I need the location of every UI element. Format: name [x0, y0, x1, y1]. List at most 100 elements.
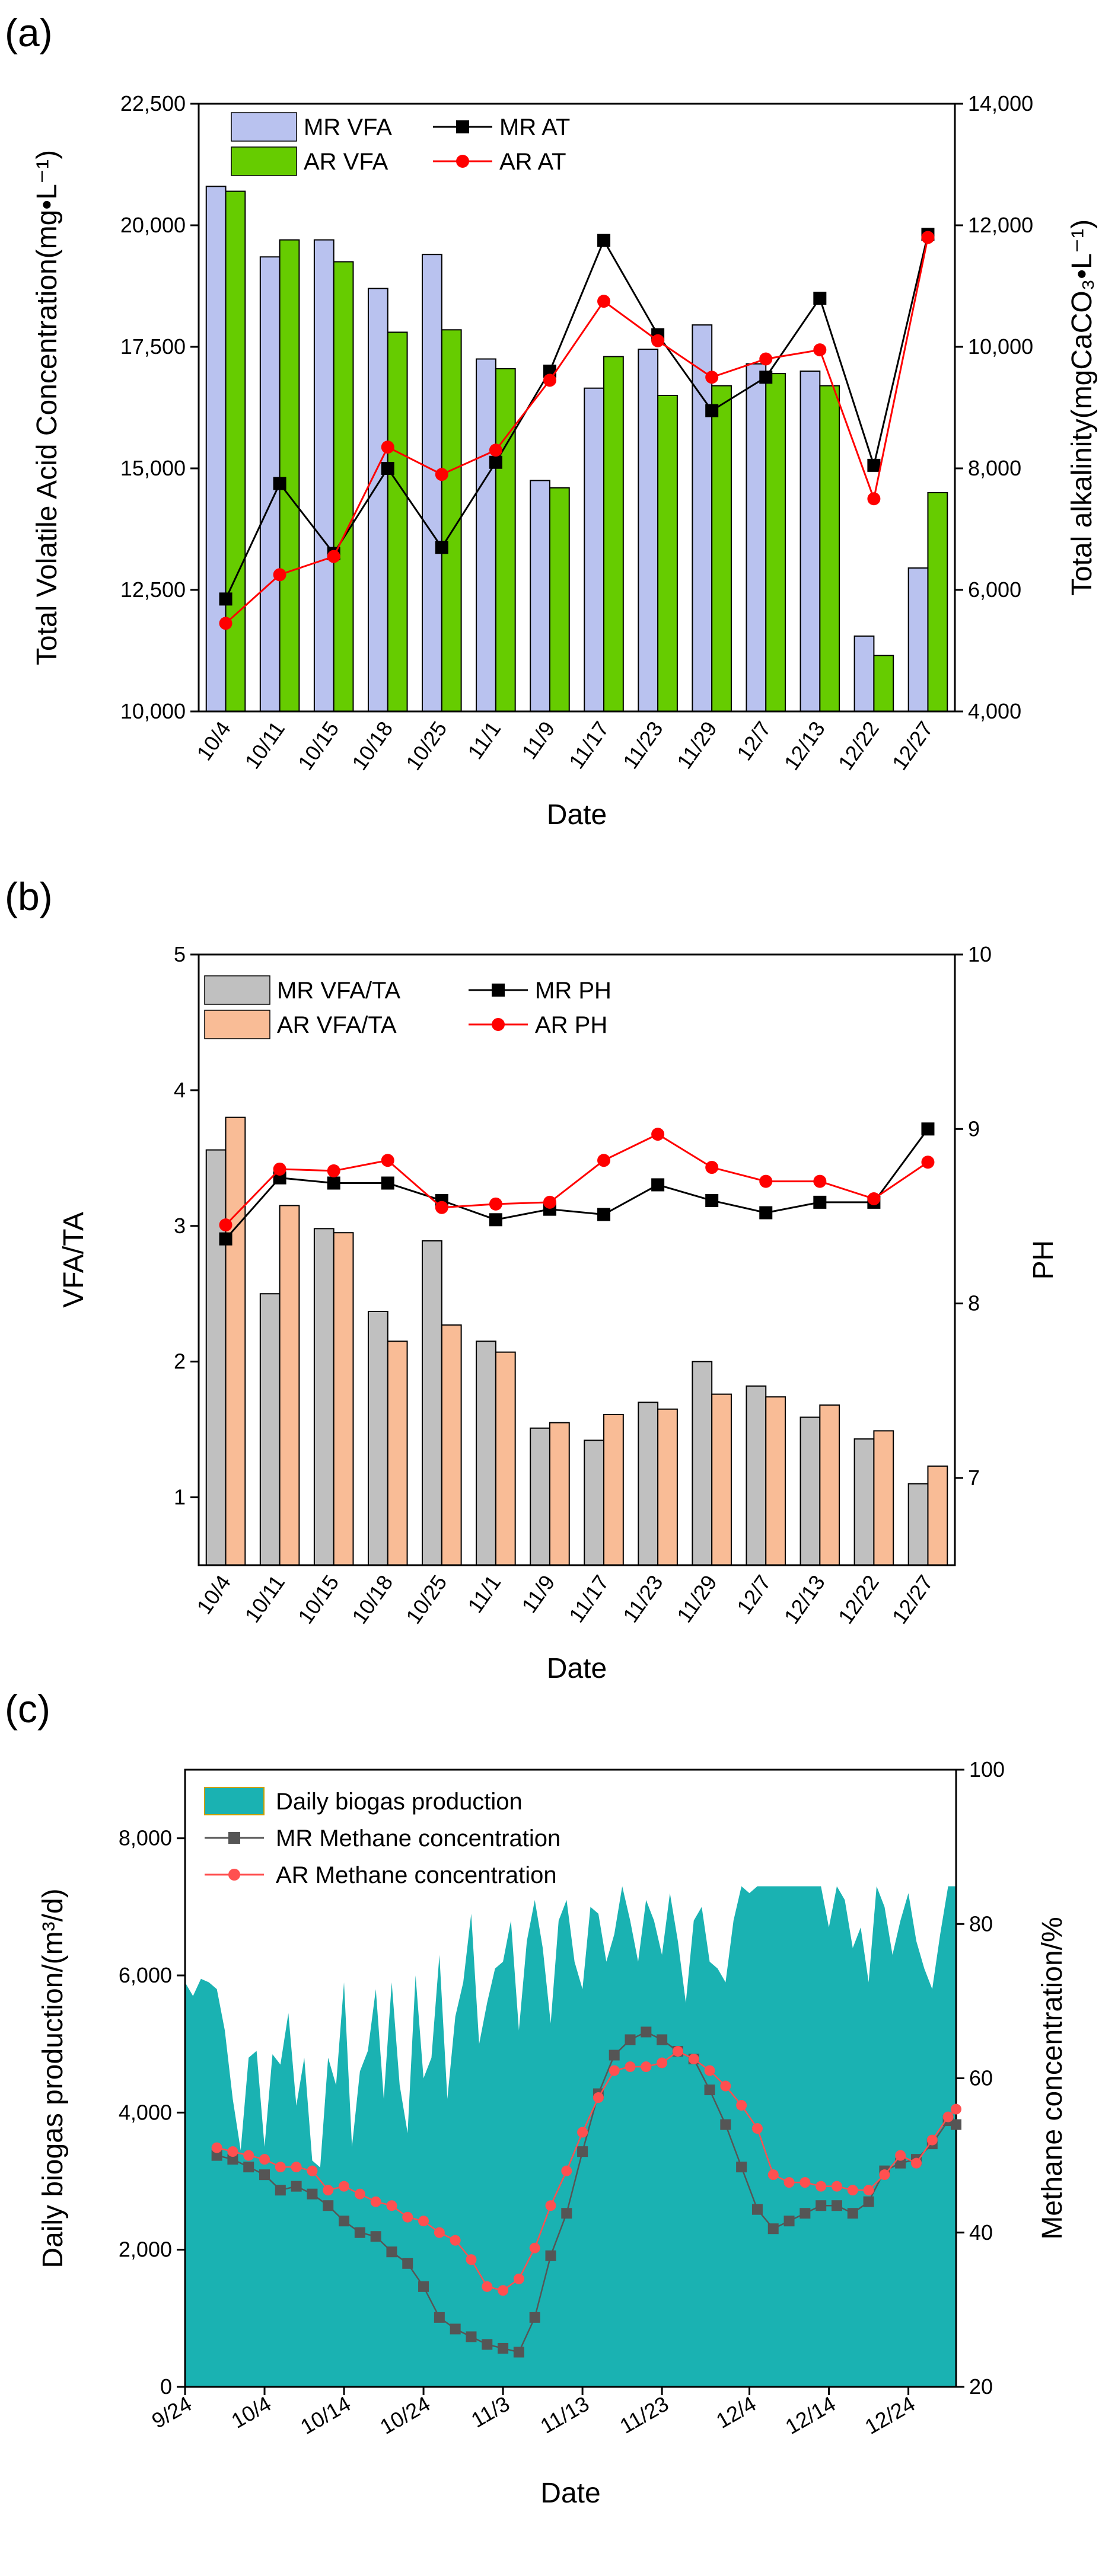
point-mr-at: [813, 292, 827, 305]
x-tick-label: 10/18: [347, 717, 397, 774]
x-tick-label: 10/15: [293, 1571, 343, 1628]
point-mr-methane-concentration: [816, 2200, 827, 2211]
point-ar-methane-concentration: [910, 2157, 922, 2169]
point-ar-methane-concentration: [339, 2181, 350, 2192]
point-ar-ph: [813, 1174, 827, 1188]
y-axis-label: VFA/TA: [58, 1212, 90, 1308]
bar-mr-vfa: [800, 371, 821, 712]
legend-label: AR Methane concentration: [276, 1862, 557, 1888]
legend-label: AR AT: [499, 149, 566, 175]
x-tick-label: 10/4: [227, 2391, 275, 2433]
legend-label: MR PH: [535, 978, 611, 1004]
point-ar-methane-concentration: [657, 2057, 668, 2069]
bar-mr-vfa-ta: [313, 1228, 335, 1566]
y2-tick-label: 9: [968, 1116, 980, 1141]
y2-axis-label: PH: [1028, 1240, 1059, 1280]
x-tick-label: 12/22: [833, 717, 884, 774]
x-tick-label: 12/4: [712, 2391, 760, 2433]
point-ar-at: [651, 334, 665, 347]
x-tick-label: 11/9: [517, 1571, 559, 1617]
point-ar-ph: [543, 1195, 556, 1209]
y-axis-label: Total Volatile Acid Concentration(mg•L⁻¹…: [31, 150, 63, 665]
point-ar-ph: [597, 1154, 611, 1167]
y-tick-label: 17,500: [120, 334, 186, 359]
bar-ar-vfa-ta: [819, 1404, 840, 1566]
bar-mr-vfa-ta: [422, 1240, 442, 1566]
point-mr-methane-concentration: [211, 2150, 222, 2161]
y-tick-label: 22,500: [120, 91, 186, 116]
point-ar-ph: [921, 1155, 935, 1169]
point-mr-methane-concentration: [370, 2231, 381, 2242]
legend-marker: [492, 1018, 505, 1031]
point-mr-methane-concentration: [609, 2050, 620, 2061]
y-tick-label: 0: [160, 2374, 172, 2399]
bar-ar-vfa-ta: [873, 1430, 894, 1566]
point-ar-at: [489, 443, 502, 457]
y2-tick-label: 10,000: [968, 334, 1033, 359]
point-ar-at: [327, 550, 340, 563]
panel-c: 0 2,000 4,000 6,000 8,000 20 40 60 80 100 9/24 10/4…: [5, 1687, 1068, 2509]
point-mr-methane-concentration: [434, 2312, 445, 2323]
point-ar-methane-concentration: [593, 2092, 604, 2103]
point-ar-ph: [327, 1164, 340, 1177]
x-tick-label: 12/14: [781, 2391, 840, 2439]
point-ar-methane-concentration: [450, 2235, 461, 2246]
point-mr-methane-concentration: [482, 2339, 493, 2350]
point-mr-at: [219, 592, 232, 606]
point-ar-at: [543, 374, 556, 387]
x-tick-label: 12/27: [887, 1571, 938, 1628]
bar-mr-vfa-ta: [638, 1402, 659, 1566]
point-mr-methane-concentration: [847, 2208, 858, 2219]
bar-mr-vfa: [853, 635, 875, 713]
bar-mr-vfa: [313, 239, 335, 713]
x-tick-label: 12/22: [833, 1571, 884, 1628]
bar-mr-vfa: [476, 358, 496, 712]
x-axis-label: Date: [547, 1653, 607, 1684]
point-ar-methane-concentration: [291, 2162, 302, 2173]
point-mr-methane-concentration: [227, 2154, 238, 2165]
point-mr-methane-concentration: [657, 2034, 668, 2045]
point-ar-methane-concentration: [783, 2177, 795, 2188]
point-ar-methane-concentration: [704, 2065, 715, 2076]
point-ar-at: [597, 295, 611, 308]
bar-ar-vfa: [873, 655, 894, 712]
point-ar-methane-concentration: [641, 2061, 652, 2072]
point-mr-methane-concentration: [625, 2034, 636, 2045]
point-ar-methane-concentration: [767, 2169, 779, 2181]
y-tick-label: 6,000: [119, 1963, 172, 1987]
bar-mr-vfa-ta: [800, 1416, 821, 1566]
legend-swatch: [204, 975, 270, 1005]
x-tick-label: 11/3: [467, 2391, 514, 2432]
legend-label: AR VFA/TA: [277, 1012, 397, 1038]
point-ar-at: [759, 352, 773, 366]
y2-tick-label: 100: [969, 1757, 1005, 1782]
y2-axis-label: Total alkalinity(mgCaCO₃•L⁻¹): [1066, 219, 1098, 596]
point-ar-methane-concentration: [307, 2165, 318, 2176]
bar-mr-vfa: [638, 349, 659, 712]
point-ar-at: [219, 617, 232, 630]
x-tick-label: 11/17: [564, 717, 614, 773]
bar-ar-vfa: [225, 190, 246, 713]
point-ar-at: [705, 371, 719, 384]
panel-label: (c): [5, 1687, 50, 1731]
plot-frame: [198, 953, 956, 1566]
point-mr-methane-concentration: [498, 2342, 509, 2354]
point-ar-methane-concentration: [275, 2162, 286, 2173]
point-mr-ph: [759, 1206, 773, 1220]
bar-mr-vfa-ta: [746, 1385, 767, 1566]
point-mr-methane-concentration: [720, 2119, 731, 2130]
y-tick-label: 20,000: [120, 213, 186, 237]
point-mr-at: [435, 541, 448, 554]
point-mr-methane-concentration: [323, 2200, 334, 2211]
point-ar-methane-concentration: [466, 2254, 477, 2265]
x-tick-label: 9/24: [148, 2391, 196, 2433]
point-mr-methane-concentration: [386, 2246, 397, 2258]
legend-label: AR VFA: [304, 149, 388, 175]
bar-ar-vfa: [819, 385, 840, 712]
bar-ar-vfa-ta: [711, 1393, 732, 1566]
point-mr-ph: [813, 1195, 827, 1209]
bar-mr-vfa-ta: [584, 1439, 605, 1566]
point-ar-ph: [867, 1192, 881, 1205]
bar-ar-vfa: [657, 395, 678, 712]
bar-mr-vfa-ta: [530, 1427, 550, 1566]
